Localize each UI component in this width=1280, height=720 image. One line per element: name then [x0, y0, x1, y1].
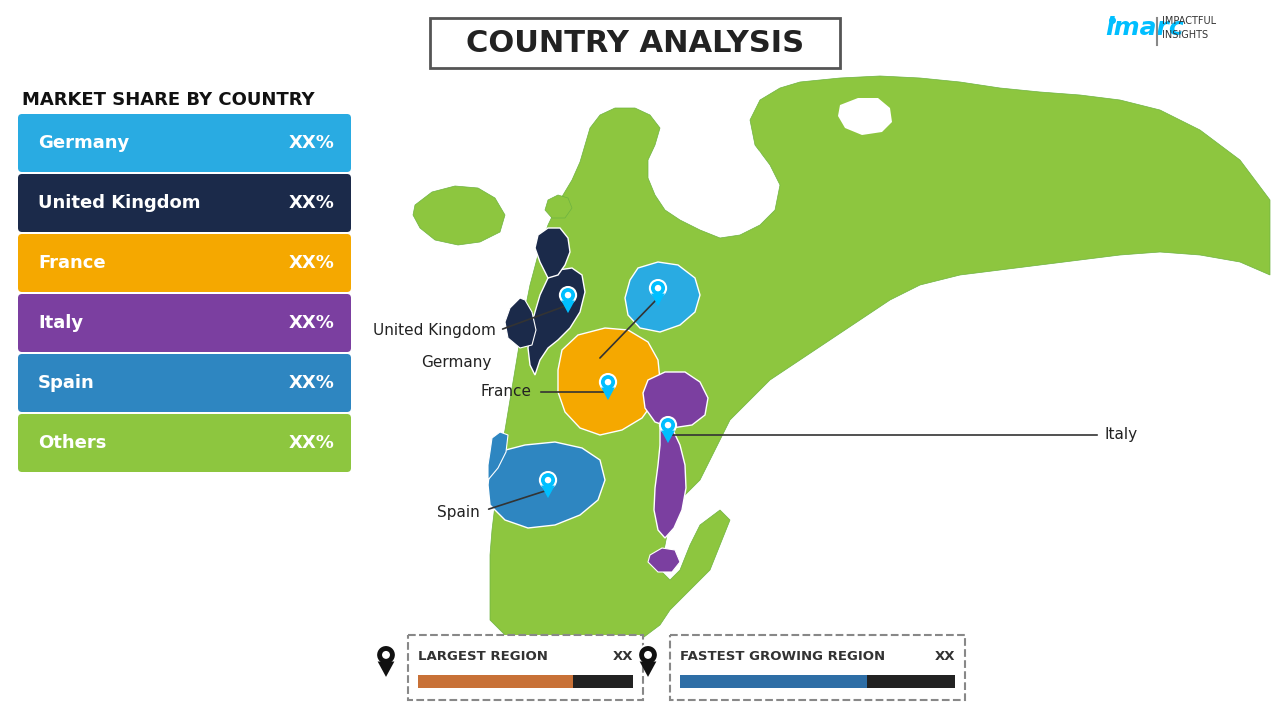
- Polygon shape: [535, 228, 570, 278]
- FancyBboxPatch shape: [18, 174, 351, 232]
- Polygon shape: [490, 76, 1270, 660]
- FancyBboxPatch shape: [18, 354, 351, 412]
- Text: Spain: Spain: [38, 374, 95, 392]
- FancyBboxPatch shape: [18, 114, 351, 172]
- Polygon shape: [643, 372, 708, 428]
- Text: France: France: [481, 384, 532, 400]
- Circle shape: [644, 651, 652, 659]
- Polygon shape: [378, 662, 394, 677]
- Circle shape: [604, 379, 612, 385]
- Text: Others: Others: [38, 434, 106, 452]
- FancyBboxPatch shape: [18, 294, 351, 352]
- Text: United Kingdom: United Kingdom: [38, 194, 201, 212]
- Circle shape: [376, 645, 396, 665]
- Circle shape: [650, 280, 666, 296]
- Text: France: France: [38, 254, 106, 272]
- Text: Italy: Italy: [1105, 428, 1138, 443]
- Polygon shape: [529, 268, 585, 375]
- Text: XX%: XX%: [289, 194, 335, 212]
- Text: MARKET SHARE BY COUNTRY: MARKET SHARE BY COUNTRY: [22, 91, 315, 109]
- Text: XX: XX: [613, 650, 634, 664]
- Text: Italy: Italy: [38, 314, 83, 332]
- Polygon shape: [654, 428, 686, 538]
- Bar: [419, 675, 573, 688]
- Polygon shape: [488, 432, 508, 480]
- Polygon shape: [541, 485, 554, 498]
- Text: Spain: Spain: [438, 505, 480, 520]
- Polygon shape: [838, 98, 892, 135]
- Circle shape: [639, 645, 658, 665]
- Polygon shape: [625, 262, 700, 332]
- FancyBboxPatch shape: [430, 18, 840, 68]
- Text: FASTEST GROWING REGION: FASTEST GROWING REGION: [680, 650, 886, 664]
- Polygon shape: [1149, 302, 1204, 345]
- Circle shape: [545, 477, 552, 483]
- Text: XX: XX: [934, 650, 955, 664]
- Circle shape: [664, 422, 671, 428]
- Circle shape: [381, 651, 390, 659]
- FancyBboxPatch shape: [408, 635, 643, 700]
- Text: XX%: XX%: [289, 434, 335, 452]
- Circle shape: [559, 287, 576, 303]
- Text: XX%: XX%: [289, 374, 335, 392]
- Polygon shape: [488, 442, 605, 528]
- Polygon shape: [602, 387, 614, 400]
- Polygon shape: [558, 328, 660, 435]
- Bar: [419, 675, 634, 688]
- FancyBboxPatch shape: [18, 234, 351, 292]
- Text: LARGEST REGION: LARGEST REGION: [419, 650, 548, 664]
- Text: COUNTRY ANALYSIS: COUNTRY ANALYSIS: [466, 29, 804, 58]
- Circle shape: [655, 285, 662, 292]
- Polygon shape: [561, 300, 575, 313]
- Circle shape: [540, 472, 556, 488]
- Text: XX%: XX%: [289, 314, 335, 332]
- Text: IMPACTFUL
INSIGHTS: IMPACTFUL INSIGHTS: [1162, 16, 1216, 40]
- FancyBboxPatch shape: [18, 414, 351, 472]
- Bar: [680, 675, 955, 688]
- Polygon shape: [545, 195, 572, 218]
- Text: XX%: XX%: [289, 254, 335, 272]
- Text: XX%: XX%: [289, 134, 335, 152]
- Circle shape: [660, 417, 676, 433]
- Polygon shape: [506, 298, 536, 348]
- Text: Germany: Germany: [38, 134, 129, 152]
- Polygon shape: [840, 348, 945, 390]
- Polygon shape: [413, 186, 506, 245]
- Bar: [680, 675, 867, 688]
- Circle shape: [564, 292, 571, 298]
- FancyBboxPatch shape: [669, 635, 965, 700]
- Text: United Kingdom: United Kingdom: [374, 323, 497, 338]
- Circle shape: [600, 374, 616, 390]
- Text: imarc: imarc: [1105, 16, 1184, 40]
- Polygon shape: [652, 294, 664, 306]
- Polygon shape: [640, 662, 657, 677]
- Polygon shape: [648, 548, 680, 572]
- Text: Germany: Germany: [421, 354, 492, 369]
- Polygon shape: [716, 145, 765, 196]
- Polygon shape: [662, 431, 675, 443]
